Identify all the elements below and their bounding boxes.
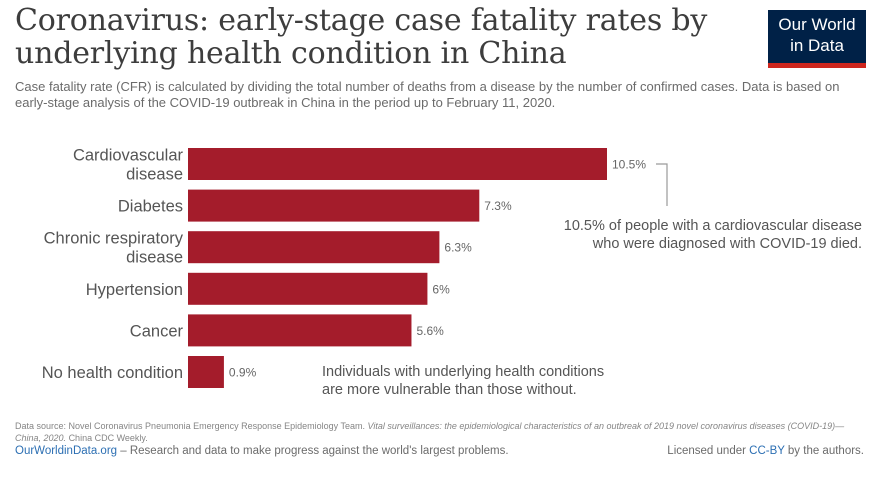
footer-site: OurWorldinData.org – Research and data t…: [15, 445, 509, 457]
value-label: 0.9%: [229, 366, 257, 380]
license-prefix: Licensed under: [667, 445, 750, 457]
source-prefix: Data source: Novel Coronavirus Pneumonia…: [15, 421, 366, 431]
license-link[interactable]: CC-BY: [749, 445, 785, 457]
data-source-note: Data source: Novel Coronavirus Pneumonia…: [15, 420, 865, 444]
category-label: Cardiovascular: [73, 147, 184, 165]
category-label: disease: [126, 249, 183, 267]
category-label: disease: [126, 166, 183, 184]
footer-license: Licensed under CC-BY by the authors.: [667, 445, 864, 457]
annotation-cardiovascular: 10.5% of people with a cardiovascular di…: [564, 218, 862, 234]
license-suffix: by the authors.: [784, 445, 864, 457]
bar: [188, 272, 428, 305]
annotation-vulnerability: Individuals with underlying health condi…: [322, 364, 604, 380]
category-label: Chronic respiratory: [44, 230, 184, 248]
owid-logo[interactable]: Our World in Data: [768, 10, 866, 68]
source-suffix: China CDC Weekly.: [68, 433, 148, 443]
logo-line-1: Our World: [778, 15, 856, 34]
bar: [188, 356, 224, 388]
logo-line-2: in Data: [790, 36, 844, 55]
annotation-vulnerability: are more vulnerable than those without.: [322, 382, 577, 398]
category-label: Cancer: [130, 322, 184, 340]
chart-subtitle: Case fatality rate (CFR) is calculated b…: [15, 79, 840, 110]
chart-title: Coronavirus: early-stage case fatality r…: [15, 3, 708, 71]
category-label: Hypertension: [86, 281, 183, 299]
source-title: Vital surveillances: the epidemiological…: [15, 421, 845, 443]
annotation-cardiovascular: who were diagnosed with COVID-19 died.: [592, 236, 862, 252]
bar: [188, 314, 412, 347]
logo-accent-bar: [768, 63, 866, 68]
value-label: 7.3%: [484, 199, 512, 213]
value-label: 5.6%: [416, 324, 444, 338]
value-label: 10.5%: [612, 158, 646, 172]
bar: [188, 189, 480, 222]
category-label: Diabetes: [118, 198, 183, 216]
annotation-connector: [656, 163, 668, 206]
site-tagline: – Research and data to make progress aga…: [117, 445, 509, 457]
bar: [188, 231, 440, 264]
category-label: No health condition: [42, 364, 183, 382]
site-link[interactable]: OurWorldinData.org: [15, 445, 118, 457]
value-label: 6.3%: [444, 241, 472, 255]
bar: [188, 148, 607, 180]
value-label: 6%: [432, 282, 450, 296]
